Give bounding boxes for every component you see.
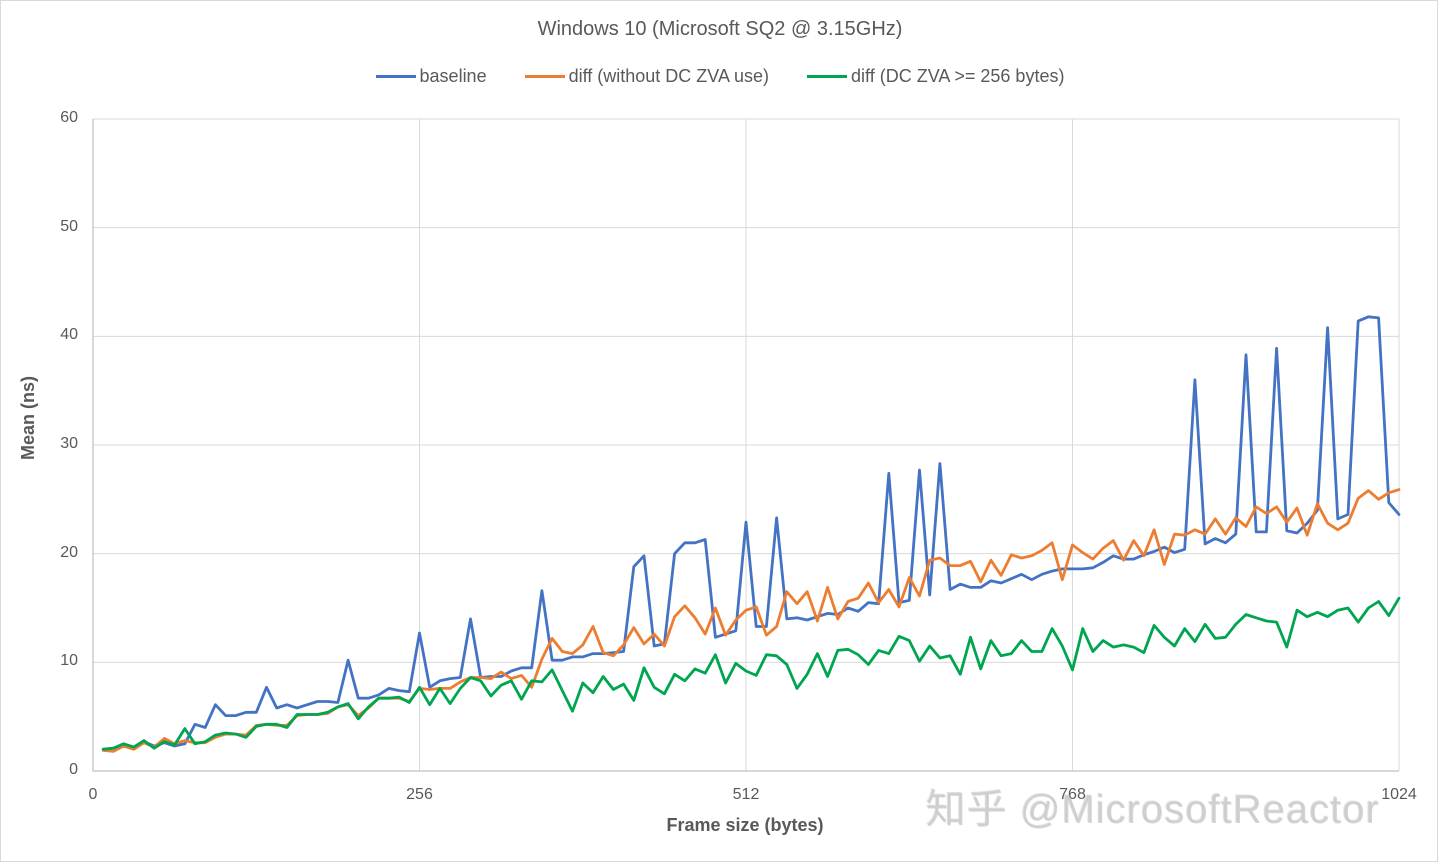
y-tick-label: 0 (69, 761, 78, 778)
y-tick-label: 50 (60, 217, 78, 235)
legend-item-diff-without-dczva: diff (without DC ZVA use) (524, 66, 770, 87)
x-tick-label: 768 (1059, 786, 1086, 803)
legend: baseline diff (without DC ZVA use) diff … (0, 66, 1440, 87)
x-tick-label: 256 (406, 786, 433, 803)
y-tick-label: 40 (60, 326, 78, 344)
legend-swatch-diff-dczva (807, 75, 848, 78)
x-tick-label: 512 (732, 786, 760, 803)
legend-swatch-baseline (375, 75, 416, 78)
legend-label-diff-dczva: diff (DC ZVA >= 256 bytes) (851, 66, 1065, 86)
x-tick-label: 1024 (1381, 786, 1417, 803)
legend-swatch-diff-without-dczva (524, 75, 565, 78)
series-line-2 (101, 596, 1401, 751)
y-tick-label: 10 (60, 652, 78, 670)
watermark: 知乎 @MicrosoftReactor (925, 787, 1380, 831)
legend-item-diff-dczva: diff (DC ZVA >= 256 bytes) (807, 66, 1064, 87)
legend-label-baseline: baseline (419, 66, 487, 86)
y-tick-label: 30 (60, 435, 78, 452)
chart-title: Windows 10 (Microsoft SQ2 @ 3.15GHz) (537, 18, 903, 40)
axes (92, 119, 1399, 772)
legend-item-baseline: baseline (375, 66, 487, 87)
x-axis-label: Frame size (bytes) (666, 815, 824, 835)
series-line-0 (101, 315, 1401, 751)
legend-label-diff-without-dczva: diff (without DC ZVA use) (568, 66, 770, 86)
y-tick-label: 20 (60, 543, 78, 561)
x-tick-label: 0 (88, 786, 98, 803)
y-tick-label: 60 (60, 109, 78, 126)
